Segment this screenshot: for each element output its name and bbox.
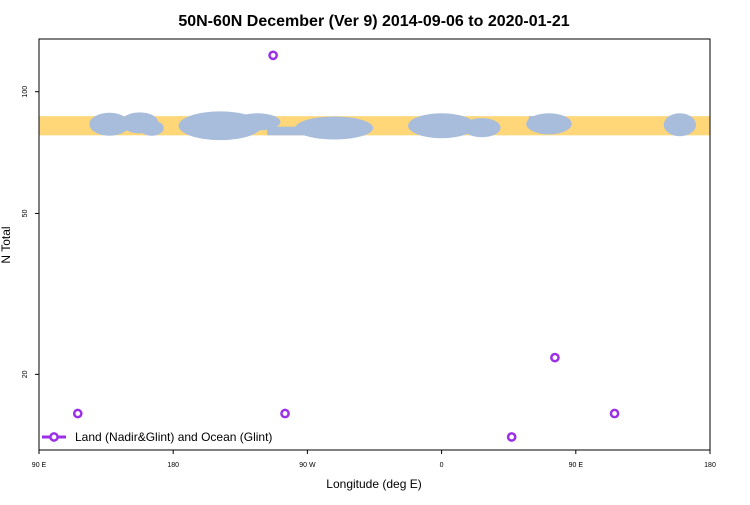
ocean-region xyxy=(139,120,164,136)
y-axis-label: N Total xyxy=(0,226,13,263)
data-point xyxy=(609,408,620,419)
data-point xyxy=(506,432,517,442)
ocean-region xyxy=(663,113,696,137)
data-point xyxy=(72,408,83,419)
ocean-region xyxy=(463,118,501,138)
y-axis: 20 50 100 xyxy=(22,86,39,378)
y-tick-label: 20 xyxy=(22,370,29,378)
chart-title: 50N-60N December (Ver 9) 2014-09-06 to 2… xyxy=(178,13,569,30)
ocean-region xyxy=(267,126,308,136)
x-tick-label: 90 E xyxy=(32,462,47,469)
plot-frame xyxy=(38,38,711,451)
data-point xyxy=(268,50,278,61)
data-point xyxy=(550,352,560,363)
data-points xyxy=(72,50,620,442)
x-tick-label: 180 xyxy=(167,462,179,469)
ocean-region xyxy=(295,116,374,140)
x-tick-label: 0 xyxy=(440,462,444,469)
y-tick-label: 100 xyxy=(22,86,29,98)
legend: Land (Nadir&Glint) and Ocean (Glint) xyxy=(42,430,272,444)
x-tick-label: 90 W xyxy=(299,462,316,469)
ocean-region xyxy=(528,116,543,125)
legend-label: Land (Nadir&Glint) and Ocean (Glint) xyxy=(75,430,272,444)
x-axis: 90 E 180 90 W 0 90 E 180 xyxy=(32,450,716,469)
x-tick-label: 180 xyxy=(704,462,716,469)
x-axis-label: Longitude (deg E) xyxy=(326,477,421,491)
y-tick-label: 50 xyxy=(22,209,29,217)
ocean-region xyxy=(89,112,130,136)
legend-marker xyxy=(49,432,59,442)
x-tick-label: 90 E xyxy=(569,462,584,469)
data-point xyxy=(280,408,290,419)
ocean-region xyxy=(233,113,281,131)
map-band xyxy=(39,111,710,141)
ocean-region xyxy=(408,113,476,139)
